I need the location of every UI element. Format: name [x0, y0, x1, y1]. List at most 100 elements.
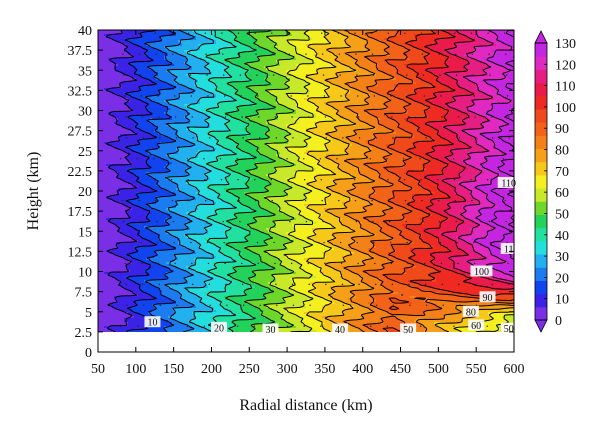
- y-tick-label-40: 40: [78, 24, 92, 39]
- grid-point-dots: [119, 32, 511, 327]
- contour-line-50: [283, 30, 514, 332]
- colorbar-swatch-4: [535, 254, 547, 268]
- contour-label-3: 40: [332, 323, 349, 336]
- y-tick-label-27.5: 27.5: [68, 125, 93, 140]
- colorbar-tick-label-50: 50: [555, 207, 569, 222]
- y-tick-label-32.5: 32.5: [68, 84, 93, 99]
- y-tick-label-2.5: 2.5: [75, 326, 93, 341]
- contour-line-25: [184, 30, 215, 332]
- contour-label-7: 80: [462, 305, 479, 318]
- colorbar-swatch-9: [535, 188, 547, 202]
- y-tick-label-37.5: 37.5: [68, 44, 93, 59]
- contour-label-6: 50: [500, 322, 517, 335]
- contour-label-4: 50: [400, 323, 417, 336]
- contour-label-1: 20: [211, 321, 228, 334]
- contour-label-0: 10: [144, 316, 161, 329]
- colorbar-swatch-8: [535, 201, 547, 215]
- contour-lines: [105, 30, 514, 332]
- colorbar-tick-label-120: 120: [555, 58, 576, 73]
- y-tick-label-0: 0: [85, 346, 92, 361]
- x-tick-label-200: 200: [201, 362, 222, 377]
- contour-line-5: [105, 30, 138, 332]
- contour-line-95: [457, 30, 514, 283]
- colorbar-swatch-14: [535, 122, 547, 136]
- colorbar-tick-label-20: 20: [555, 271, 569, 286]
- y-tick-label-30: 30: [78, 105, 92, 120]
- y-tick-label-12.5: 12.5: [68, 245, 93, 260]
- colorbar-swatch-15: [535, 108, 547, 123]
- colorbar-swatch-19: [535, 56, 547, 70]
- colorbar-tick-label-30: 30: [555, 250, 569, 265]
- colorbar-max-extend: [534, 30, 548, 44]
- contour-label-10: 110: [497, 176, 520, 189]
- contour-line-20: [164, 30, 196, 332]
- colorbar-tick-label-130: 130: [555, 37, 576, 52]
- x-tick-label-600: 600: [504, 362, 525, 377]
- x-tick-label-550: 550: [466, 362, 487, 377]
- y-tick-label-17.5: 17.5: [68, 205, 93, 220]
- x-tick-label-500: 500: [428, 362, 449, 377]
- colorbar-swatch-20: [535, 43, 547, 57]
- colorbar-tick-label-80: 80: [555, 144, 569, 159]
- y-tick-label-35: 35: [78, 64, 92, 79]
- contour-line-40: [244, 30, 276, 332]
- y-axis-title: Height (km): [25, 152, 42, 231]
- colorbar-swatch-7: [535, 214, 547, 229]
- contour-line-15: [144, 30, 177, 332]
- y-tick-label-7.5: 7.5: [75, 286, 93, 301]
- contour-line-65: [343, 30, 514, 332]
- x-axis-title: Radial distance (km): [239, 397, 372, 414]
- contour-line-100: [473, 30, 514, 278]
- colorbar-swatch-3: [535, 267, 547, 281]
- colorbar-swatch-1: [535, 293, 547, 308]
- contour-line-85: [423, 30, 514, 290]
- colorbar-swatch-11: [535, 161, 547, 176]
- x-tick-label-350: 350: [314, 362, 335, 377]
- x-tick-label-50: 50: [91, 362, 105, 377]
- colorbar-tick-label-70: 70: [555, 165, 569, 180]
- contour-label-2: 30: [262, 323, 279, 336]
- contour-line-55: [305, 30, 514, 332]
- colorbar-swatch-5: [535, 240, 547, 255]
- colorbar-tick-label-110: 110: [555, 80, 575, 95]
- colorbar-swatch-18: [535, 69, 547, 84]
- x-tick-label-150: 150: [163, 362, 184, 377]
- colorbar-swatch-16: [535, 95, 547, 110]
- y-tick-label-10: 10: [78, 266, 92, 281]
- colorbar-swatch-6: [535, 227, 547, 242]
- x-tick-label-300: 300: [277, 362, 298, 377]
- colorbar-min-extend: [534, 319, 548, 333]
- colorbar-swatch-12: [535, 148, 547, 163]
- x-tick-label-400: 400: [352, 362, 373, 377]
- colorbar-tick-label-10: 10: [555, 293, 569, 308]
- colorbar-swatch-0: [535, 306, 547, 321]
- contour-line-90: [441, 30, 514, 285]
- contour-label-9: 100: [470, 265, 493, 278]
- x-axis: 50 100 150 200 250 300 350 400 450 500 550 600: [91, 30, 525, 377]
- colorbar-tick-label-100: 100: [555, 101, 576, 116]
- y-tick-label-22.5: 22.5: [68, 165, 93, 180]
- colorbar-swatch-10: [535, 174, 547, 189]
- colorbar-tick-label-60: 60: [555, 186, 569, 201]
- contour-label-5: 60: [468, 319, 485, 332]
- x-tick-label-100: 100: [125, 362, 146, 377]
- colorbar-tick-label-40: 40: [555, 229, 569, 244]
- y-tick-label-5: 5: [85, 306, 92, 321]
- colorbar-frame: [534, 42, 548, 321]
- y-axis: 0 2.5 5 7.5 10 12.5 15 17.5 20 22.5 25 27.5 30 32.5 35…: [68, 24, 514, 361]
- colorbar: 0 10 20 30 40 50 60 70 80 90 100 110 120 130: [534, 30, 576, 333]
- contour-label-8: 90: [479, 291, 496, 304]
- contour-line-35: [224, 30, 257, 332]
- x-tick-label-450: 450: [390, 362, 411, 377]
- contour-line-75: [382, 30, 514, 332]
- contour-line-10: [124, 30, 158, 332]
- colorbar-swatch-13: [535, 135, 547, 150]
- y-tick-label-15: 15: [78, 225, 92, 240]
- y-tick-label-25: 25: [78, 145, 92, 160]
- y-tick-label-20: 20: [78, 185, 92, 200]
- contour-label-11: 11: [500, 242, 517, 255]
- x-tick-label-250: 250: [239, 362, 260, 377]
- colorbar-tick-label-90: 90: [555, 122, 569, 137]
